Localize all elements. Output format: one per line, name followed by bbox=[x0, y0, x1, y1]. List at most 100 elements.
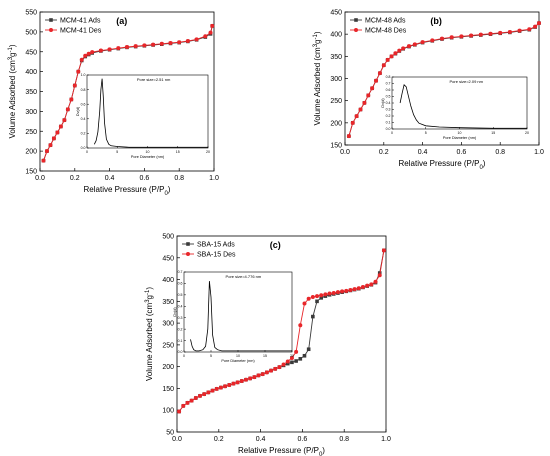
data-point-des bbox=[58, 124, 63, 129]
x-axis-label-subscript: 0 bbox=[164, 191, 168, 197]
data-point-des bbox=[65, 107, 70, 112]
x-tick-label: 0.4 bbox=[105, 175, 115, 182]
inset-y-tick-label: 0.4 bbox=[386, 101, 391, 105]
x-tick-label: 0.0 bbox=[172, 436, 182, 443]
data-point-des bbox=[227, 382, 232, 387]
inset-y-tick-label: 0.0 bbox=[386, 127, 391, 131]
data-point-des bbox=[344, 288, 349, 293]
data-point-des bbox=[177, 409, 182, 414]
y-tick-label: 350 bbox=[25, 89, 37, 96]
inset-y-tick-label: 0.8 bbox=[81, 88, 86, 92]
data-point-des bbox=[273, 366, 278, 371]
x-axis-label: Relative Pressure (P/P0) bbox=[399, 159, 486, 171]
inset-y-tick-label: 0.6 bbox=[386, 88, 391, 92]
inset-y-tick-label: 0.4 bbox=[178, 304, 183, 308]
data-point-des bbox=[488, 31, 493, 36]
data-point-des bbox=[206, 390, 211, 395]
y-axis-label: Volume Adsorbed (cm3g-1) bbox=[8, 44, 17, 138]
data-point-des bbox=[369, 282, 374, 287]
x-tick-label: 0.4 bbox=[256, 436, 266, 443]
data-point-des bbox=[83, 53, 88, 58]
inset-x-tick-label: 5 bbox=[210, 354, 212, 358]
data-point-des bbox=[331, 291, 336, 296]
data-point-des bbox=[41, 158, 46, 163]
inset-y-tick-label: 0.7 bbox=[178, 270, 183, 274]
data-point-des bbox=[356, 286, 361, 291]
inset-x-tick-label: 20 bbox=[290, 354, 294, 358]
inset-x-tick-label: 0 bbox=[86, 150, 88, 154]
data-point-des bbox=[289, 355, 294, 360]
inset-x-axis-label: Pore Diameter (nm) bbox=[131, 155, 165, 159]
data-point-des bbox=[381, 63, 386, 68]
y-tick-label: 400 bbox=[330, 32, 342, 39]
inset-y-tick-label: 0.0 bbox=[178, 350, 183, 354]
inset-frame bbox=[86, 74, 209, 149]
inset-x-tick-label: 15 bbox=[263, 354, 267, 358]
data-point-des bbox=[277, 365, 282, 370]
data-point-des bbox=[362, 100, 367, 105]
y-axis-label: Volume Adsorbed (cm3g-1) bbox=[313, 31, 322, 125]
data-point-des bbox=[507, 29, 512, 34]
legend-marker bbox=[49, 18, 53, 22]
x-tick-label: 0.6 bbox=[457, 149, 467, 156]
data-point-des bbox=[533, 24, 538, 29]
data-point-des bbox=[298, 323, 303, 328]
data-point-des bbox=[374, 78, 379, 83]
legend-label: MCM-48 Ads bbox=[365, 18, 406, 25]
data-point-des bbox=[478, 32, 483, 37]
data-point-des bbox=[469, 33, 474, 38]
inset-x-tick-label: 20 bbox=[206, 150, 210, 154]
y-axis-label-superscript: 3 bbox=[313, 43, 319, 47]
y-tick-label: 200 bbox=[330, 120, 342, 127]
data-point-des bbox=[361, 284, 366, 289]
data-point-des bbox=[430, 38, 435, 43]
data-point-des bbox=[44, 149, 49, 154]
y-tick-label: 300 bbox=[330, 76, 342, 83]
data-point-des bbox=[315, 294, 320, 299]
inset-x-axis-label: Pore Diameter (nm) bbox=[443, 136, 477, 140]
data-point-des bbox=[185, 400, 190, 405]
data-point-des bbox=[440, 36, 444, 41]
data-point-ads bbox=[294, 359, 298, 363]
data-point-des bbox=[197, 393, 202, 398]
inset-y-tick-label: 0.3 bbox=[178, 316, 183, 320]
x-axis-label-subscript: 0 bbox=[479, 165, 483, 171]
inset-x-tick-label: 0 bbox=[391, 131, 393, 135]
y-tick-label: 200 bbox=[25, 149, 37, 156]
panel-a: 0.0 0.2 0.4 0.6 0.8 1.01502002503003504004505… bbox=[8, 10, 219, 198]
data-point-des bbox=[98, 48, 103, 53]
data-point-des bbox=[346, 134, 351, 139]
x-tick-label: 0.8 bbox=[174, 175, 184, 182]
inset-x-tick-label: 5 bbox=[425, 131, 427, 135]
data-point-des bbox=[358, 107, 363, 112]
x-tick-label: 1.0 bbox=[381, 436, 391, 443]
legend-marker bbox=[186, 252, 190, 256]
x-tick-label: 0.6 bbox=[298, 436, 308, 443]
data-point-des bbox=[210, 388, 215, 393]
y-tick-label: 150 bbox=[330, 143, 342, 150]
data-point-ads bbox=[315, 299, 319, 304]
data-point-des bbox=[412, 42, 417, 47]
y-axis-label-superscript: -1 bbox=[145, 289, 151, 295]
data-point-des bbox=[235, 380, 240, 385]
y-tick-label: 300 bbox=[162, 321, 174, 328]
data-point-des bbox=[389, 54, 394, 59]
inset-y-tick-label: 0.3 bbox=[386, 108, 391, 112]
y-tick-label: 250 bbox=[330, 98, 342, 105]
data-point-des bbox=[76, 69, 81, 74]
data-point-des bbox=[133, 44, 138, 49]
data-point-ads bbox=[306, 347, 311, 352]
inset-y-axis-label: Dv(d) bbox=[76, 106, 80, 116]
data-point-des bbox=[365, 283, 370, 288]
y-tick-label: 550 bbox=[25, 10, 37, 17]
data-point-ads bbox=[298, 357, 303, 361]
x-tick-label: 0.6 bbox=[140, 175, 150, 182]
data-point-des bbox=[319, 293, 324, 298]
data-point-des bbox=[243, 377, 248, 382]
data-point-des bbox=[527, 27, 532, 32]
panel-label: (a) bbox=[116, 16, 127, 26]
data-point-des bbox=[90, 50, 95, 55]
data-point-des bbox=[203, 34, 208, 39]
data-point-des bbox=[327, 291, 332, 296]
